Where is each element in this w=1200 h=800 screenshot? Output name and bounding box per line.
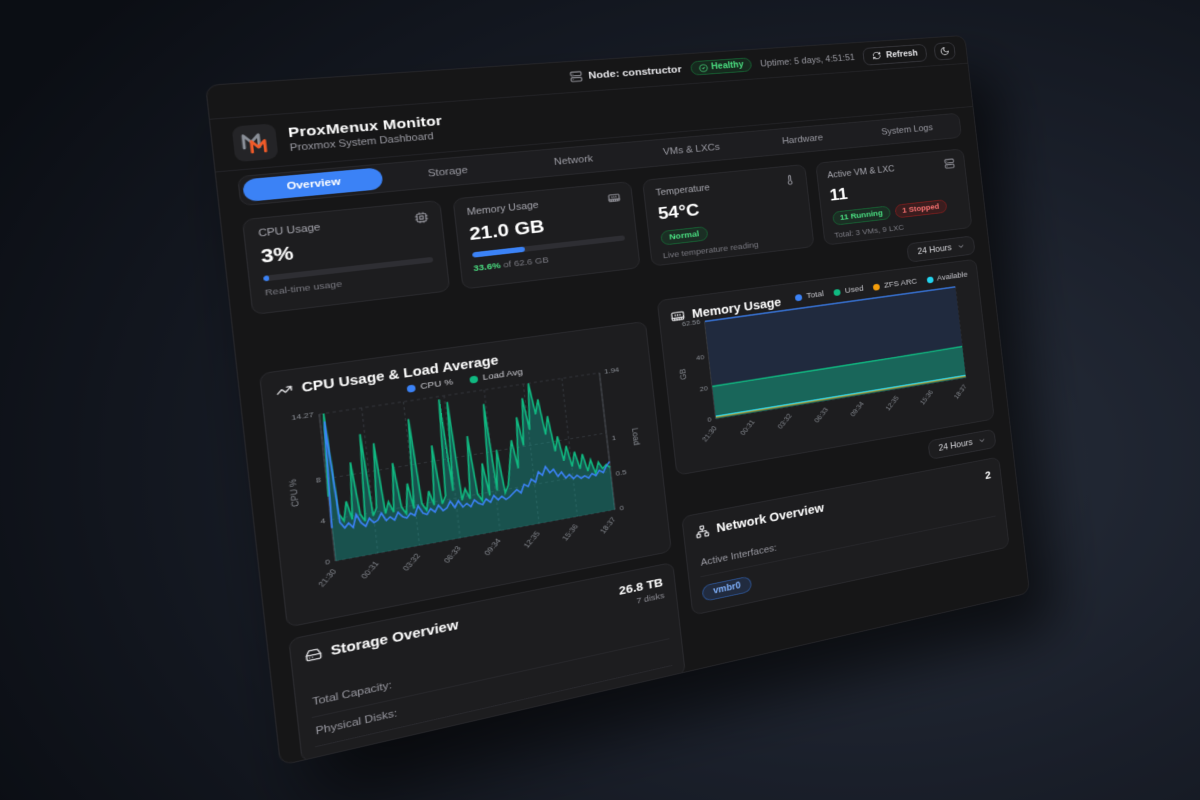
vm-running-badge: 11 Running [831, 205, 891, 226]
time-range-select-2[interactable]: 24 Hours [927, 428, 997, 460]
svg-text:00:31: 00:31 [738, 418, 756, 436]
thermometer-icon [783, 174, 795, 186]
chevron-down-icon [957, 242, 966, 251]
svg-text:21:30: 21:30 [700, 424, 718, 443]
svg-text:GB: GB [678, 368, 689, 381]
svg-text:03:32: 03:32 [401, 552, 422, 572]
svg-text:00:31: 00:31 [359, 560, 381, 581]
tab-overview[interactable]: Overview [242, 167, 384, 203]
svg-text:15:36: 15:36 [560, 522, 580, 542]
storage-title: Storage Overview [329, 617, 460, 659]
memory-chart-card: Memory Usage Total Used ZFS ARC Availabl… [656, 258, 995, 476]
trending-up-icon [275, 382, 293, 398]
tab-vms-lxcs[interactable]: VMs & LXCs [662, 142, 721, 158]
svg-text:40: 40 [696, 353, 705, 362]
dashboard-window: Node: constructor Healthy Uptime: 5 days… [205, 35, 1031, 766]
svg-text:20: 20 [699, 384, 708, 393]
svg-text:14.27: 14.27 [291, 410, 314, 422]
memory-card-title: Memory Usage [466, 199, 540, 218]
svg-text:62.56: 62.56 [682, 318, 701, 328]
svg-text:09:34: 09:34 [849, 400, 866, 418]
svg-text:09:34: 09:34 [482, 537, 502, 557]
active-vm-lxc-card: Active VM & LXC 11 11 Running 1 Stopped … [814, 148, 973, 246]
uptime-text: Uptime: 5 days, 4:51:51 [759, 52, 856, 69]
cpu-card-title: CPU Usage [257, 221, 322, 240]
svg-text:12:35: 12:35 [884, 394, 900, 412]
temperature-status-badge: Normal [660, 226, 709, 246]
svg-text:18:37: 18:37 [598, 516, 617, 535]
cpu-load-chart-card: CPU Usage & Load Average CPU % Load Avg … [258, 320, 672, 628]
memory-chart: 21:30 00:31 03:32 06:33 09:34 12:35 15:36 18:37… [671, 279, 983, 463]
svg-text:Load: Load [629, 427, 641, 446]
vm-stopped-badge: 1 Stopped [894, 199, 948, 219]
temperature-card: Temperature 54°C Normal Live temperature… [642, 164, 815, 267]
proxmenux-logo [231, 122, 279, 162]
tab-hardware[interactable]: Hardware [781, 132, 824, 147]
theme-toggle-button[interactable] [933, 41, 956, 61]
memory-stick-icon [607, 192, 621, 204]
svg-text:0: 0 [619, 504, 624, 513]
network-interface-count: 2 [984, 468, 992, 482]
refresh-button[interactable]: Refresh [862, 43, 928, 66]
memory-usage-card: Memory Usage 21.0 GB 33.6% of 62.6 GB [451, 181, 641, 290]
svg-text:1: 1 [611, 433, 616, 442]
cpu-load-chart: 21:30 00:31 03:32 06:33 09:34 12:35 15:36 18:37… [278, 360, 658, 612]
interface-badge: vmbr0 [701, 575, 753, 602]
vm-card-title: Active VM & LXC [826, 164, 895, 181]
moon-icon [939, 46, 950, 56]
server-rack-icon [944, 158, 955, 169]
svg-text:4: 4 [320, 516, 326, 525]
svg-text:15:36: 15:36 [919, 389, 935, 407]
temperature-card-title: Temperature [655, 182, 711, 199]
tab-network[interactable]: Network [553, 153, 594, 168]
cpu-chip-icon [413, 211, 428, 224]
svg-text:1.94: 1.94 [604, 366, 620, 376]
check-circle-icon [698, 63, 708, 72]
svg-text:12:35: 12:35 [522, 530, 542, 550]
node-label: Node: constructor [587, 64, 683, 81]
health-status-badge: Healthy [689, 57, 753, 76]
svg-text:06:33: 06:33 [442, 544, 463, 564]
refresh-icon [872, 51, 882, 60]
tab-storage[interactable]: Storage [427, 164, 469, 180]
tab-system-logs[interactable]: System Logs [880, 122, 934, 138]
svg-text:18:37: 18:37 [952, 383, 968, 400]
svg-text:CPU %: CPU % [287, 478, 301, 508]
svg-text:03:32: 03:32 [776, 412, 793, 430]
node-indicator: Node: constructor [569, 64, 682, 83]
svg-text:0.5: 0.5 [615, 467, 627, 477]
svg-text:8: 8 [315, 475, 321, 484]
chevron-down-icon-2 [978, 436, 987, 445]
server-icon [569, 71, 583, 83]
svg-text:06:33: 06:33 [813, 406, 830, 424]
svg-text:0: 0 [707, 416, 712, 424]
svg-text:0: 0 [325, 557, 331, 567]
hard-drive-icon [304, 645, 322, 663]
svg-text:21:30: 21:30 [316, 567, 338, 588]
network-icon [695, 523, 710, 538]
time-range-select[interactable]: 24 Hours [906, 235, 976, 263]
